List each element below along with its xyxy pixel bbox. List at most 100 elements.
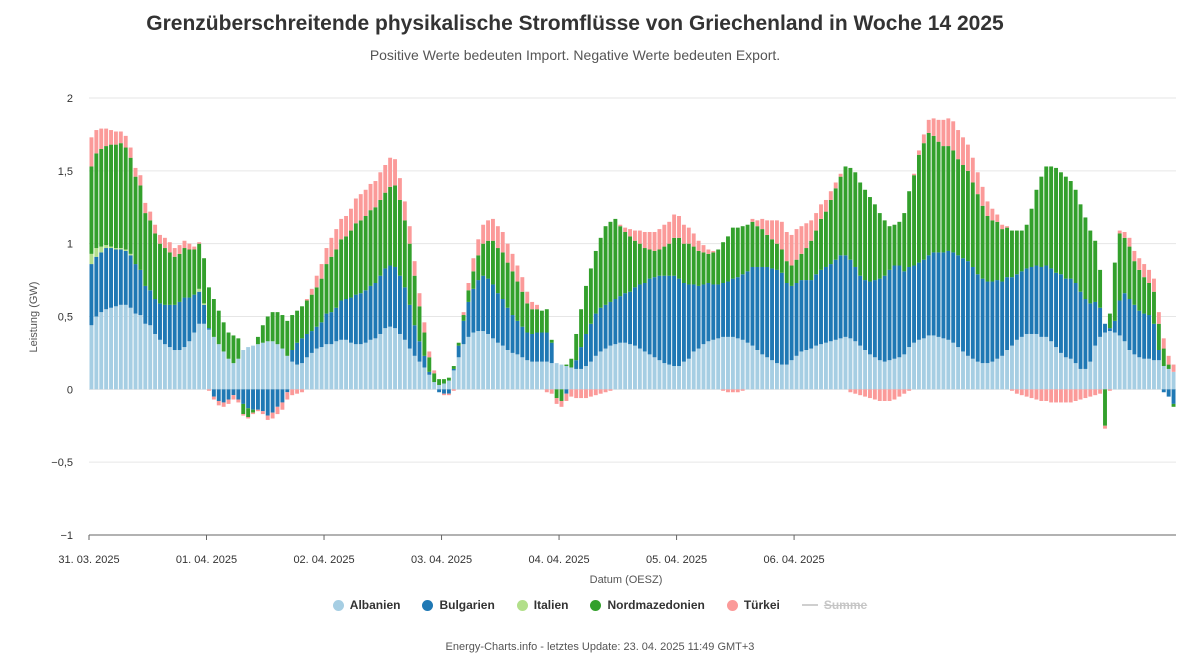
bar-segment: [314, 326, 319, 349]
bar-segment: [828, 264, 833, 342]
bar-segment: [647, 278, 652, 355]
bar-segment: [564, 366, 569, 390]
bar-segment: [696, 240, 701, 251]
bar-segment: [486, 333, 491, 390]
bar-segment: [491, 338, 495, 390]
bar-segment: [1132, 304, 1137, 355]
bar-segment: [946, 250, 951, 340]
bar-segment: [162, 304, 167, 345]
bar-segment: [608, 221, 613, 302]
bar-segment: [295, 310, 300, 343]
bar-segment: [427, 351, 432, 358]
legend-item[interactable]: Türkei: [726, 598, 780, 612]
bar-segment: [941, 252, 946, 339]
bar-segment: [304, 333, 309, 358]
bar-segment: [858, 345, 863, 390]
bar-segment: [265, 389, 270, 416]
bar-segment: [637, 284, 642, 349]
bar-segment: [182, 248, 187, 298]
bar-segment: [510, 271, 515, 316]
bar-segment: [432, 370, 437, 374]
bar-segment: [892, 358, 897, 390]
bar-segment: [926, 255, 931, 336]
bar-segment: [696, 348, 701, 390]
bar-segment: [270, 341, 275, 390]
bar-segment: [187, 249, 192, 298]
bar-segment: [1093, 301, 1098, 346]
bar-segment: [172, 350, 177, 390]
bar-segment: [618, 296, 623, 343]
bar-segment: [868, 281, 872, 355]
bar-segment: [990, 361, 995, 390]
bar-segment: [158, 303, 162, 340]
legend-item[interactable]: Summe: [801, 598, 867, 612]
legend-item[interactable]: Bulgarien: [422, 598, 495, 612]
bar-segment: [819, 204, 823, 219]
bar-segment: [628, 344, 632, 390]
bar-segment: [579, 368, 584, 390]
bar-segment: [838, 338, 843, 390]
legend-dot-icon: [516, 599, 528, 611]
bar-segment: [598, 389, 603, 394]
bar-segment: [652, 232, 657, 251]
bar-segment: [118, 304, 123, 390]
bar-segment: [207, 287, 211, 329]
legend-dot-icon: [590, 599, 602, 611]
bar-segment: [481, 275, 486, 332]
bar-segment: [451, 389, 456, 391]
bar-segment: [236, 399, 241, 403]
bar-segment: [740, 226, 745, 275]
bar-segment: [1142, 264, 1147, 278]
bar-segment: [549, 389, 554, 394]
bar-segment: [89, 137, 94, 167]
bar-segment: [916, 150, 921, 155]
bar-segment: [1171, 364, 1176, 372]
bar-segment: [770, 268, 774, 361]
bar-segment: [1068, 278, 1073, 359]
bar-segment: [270, 312, 275, 342]
bar-segment: [809, 220, 814, 241]
bar-segment: [153, 224, 158, 234]
bar-segment: [211, 336, 216, 390]
bar-segment: [647, 354, 652, 390]
bar-segment: [853, 389, 858, 394]
bar-segment: [177, 245, 182, 254]
bar-segment: [442, 379, 446, 384]
bar-segment: [525, 303, 530, 333]
bar-segment: [368, 339, 373, 390]
bar-segment: [495, 226, 500, 249]
legend-label: Türkei: [743, 598, 780, 612]
bar-segment: [1166, 368, 1171, 390]
bar-segment: [931, 118, 936, 136]
bar-segment: [672, 275, 677, 367]
bar-segment: [701, 252, 706, 285]
bar-segment: [941, 146, 946, 253]
legend-item[interactable]: Italien: [516, 598, 568, 612]
legend-item[interactable]: Albanien: [332, 598, 400, 612]
bar-segment: [1103, 389, 1107, 426]
bar-segment: [1112, 332, 1117, 390]
bar-segment: [109, 246, 113, 249]
bar-segment: [113, 144, 118, 249]
bar-segment: [726, 336, 730, 390]
bar-segment: [760, 266, 765, 355]
bar-segment: [912, 173, 916, 176]
bar-segment: [520, 291, 525, 327]
bar-segment: [471, 258, 476, 272]
bar-segment: [290, 361, 295, 390]
bar-segment: [970, 358, 975, 390]
bar-segment: [407, 348, 412, 390]
bar-segment: [1054, 389, 1058, 403]
bar-segment: [319, 322, 324, 348]
bar-segment: [123, 250, 128, 305]
bar-segment: [681, 224, 686, 244]
bar-segment: [207, 329, 211, 390]
bar-segment: [1098, 389, 1103, 394]
legend-item[interactable]: Nordmazedonien: [590, 598, 705, 612]
bar-segment: [897, 389, 902, 397]
bar-segment: [784, 283, 789, 365]
bar-segment: [417, 341, 422, 362]
bar-segment: [1014, 274, 1019, 340]
bar-segment: [691, 233, 696, 247]
bar-segment: [275, 312, 280, 345]
